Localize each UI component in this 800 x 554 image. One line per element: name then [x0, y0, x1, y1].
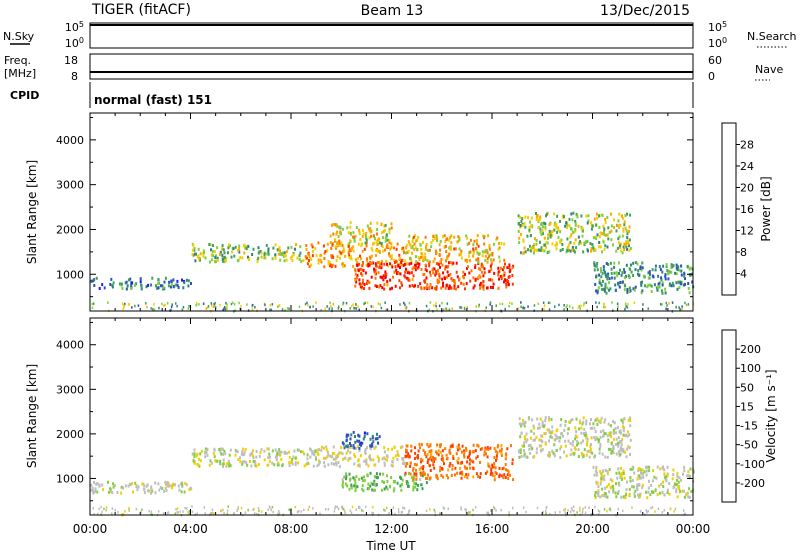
power-echo-region-0: [90, 276, 192, 291]
power-panel: 1000 2000 3000 4000 Slant Range [km]: [25, 112, 695, 313]
power-near-range-speckle: [91, 301, 695, 313]
power-echo-region-4: [354, 260, 515, 291]
nsky-strip: [89, 22, 694, 49]
velocity-panel-frame: [89, 317, 694, 516]
velocity-echo-region-4: [341, 471, 431, 493]
power-ytick-label-3: 4000: [56, 134, 84, 147]
power-colorbar-tick-4: 20: [740, 182, 754, 195]
time-axis-label: Time UT: [365, 539, 416, 553]
power-colorbar-tick-0: 4: [740, 268, 747, 281]
cpid-value: normal (fast) 151: [94, 93, 212, 107]
power-colorbar-tick-3: 16: [740, 203, 754, 216]
freq-label: Freq.: [4, 54, 31, 67]
power-echo-region-7: [593, 261, 695, 295]
freq-tick-top: 18: [64, 54, 78, 67]
power-colorbar: 4 8 12 16 20 24 28 Power [dB]: [721, 122, 773, 296]
velocity-ytick-label-3: 4000: [56, 339, 84, 352]
time-tick-label-0: 00:00: [73, 522, 108, 536]
velocity-y-ticks: 1000 2000 3000 4000: [56, 321, 693, 502]
velocity-echo-region-0: [90, 480, 193, 495]
velocity-colorbar-tick-2: 50: [740, 381, 754, 394]
nave-tick-top: 60: [708, 54, 722, 67]
velocity-ytick-label-2: 3000: [56, 383, 84, 396]
freq-unit: [MHz]: [4, 67, 36, 80]
velocity-echo-region-3: [341, 430, 381, 450]
nsky-tick-top: 105: [65, 20, 84, 35]
time-tick-label-3: 12:00: [374, 522, 409, 536]
radar-title: TIGER (fitACF): [91, 2, 191, 18]
nsearch-tick-bottom: 100: [708, 36, 727, 51]
time-tick-labels: 00:00 04:00 08:00 12:00 16:00 20:00 00:00: [73, 522, 711, 536]
power-colorbar-tick-5: 24: [740, 160, 754, 173]
power-echo-region-3: [329, 221, 393, 246]
velocity-colorbar-tick-1: 100: [740, 362, 761, 375]
time-tick-label-4: 16:00: [475, 522, 510, 536]
nsearch-tick-top: 105: [708, 20, 727, 35]
time-tick-label-6: 00:00: [676, 522, 711, 536]
velocity-colorbar: 200 100 50 15 -15 -50 -100 -200 Velocity [m s⁻¹…: [721, 329, 778, 503]
velocity-panel: 1000 2000 3000 4000 Slant Range [km]: [25, 317, 695, 517]
velocity-ytick-label-0: 1000: [56, 472, 84, 485]
time-tick-label-5: 20:00: [575, 522, 610, 536]
power-echo-region-2: [304, 240, 405, 269]
freq-strip: [89, 53, 694, 80]
velocity-echoes: [90, 416, 695, 517]
velocity-colorbar-tick-0: 200: [740, 343, 761, 356]
velocity-echo-region-5: [404, 442, 514, 482]
date-title: 13/Dec/2015: [600, 3, 690, 19]
nsky-tick-bottom: 100: [65, 36, 84, 51]
power-ytick-label-1: 2000: [56, 223, 84, 236]
power-echoes: [90, 211, 695, 313]
power-ytick-label-0: 1000: [56, 268, 84, 281]
power-colorbar-ticks: 4 8 12 16 20 24 28: [736, 139, 754, 281]
velocity-echo-region-6: [518, 416, 632, 459]
velocity-colorbar-label: Velocity [m s⁻¹]: [764, 369, 778, 462]
nave-tick-bottom: 0: [708, 70, 715, 83]
velocity-echo-region-1: [191, 447, 317, 468]
nsky-label: N.Sky: [3, 30, 35, 43]
velocity-x-ticks: [89, 318, 694, 515]
velocity-ytick-label-1: 2000: [56, 428, 84, 441]
cpid-label: CPID: [10, 89, 39, 102]
nsearch-label: N.Search: [747, 30, 797, 43]
velocity-echo-region-7: [592, 465, 695, 500]
power-colorbar-tick-2: 12: [740, 225, 754, 238]
power-colorbar-tick-1: 8: [740, 246, 747, 259]
power-colorbar-frame: [721, 122, 737, 296]
power-ytick-label-2: 3000: [56, 179, 84, 192]
velocity-colorbar-ticks: 200 100 50 15 -15 -50 -100 -200: [736, 343, 765, 490]
nave-label: Nave: [755, 63, 783, 76]
velocity-colorbar-tick-4: -15: [740, 420, 758, 433]
freq-tick-bottom: 8: [71, 70, 78, 83]
power-echo-region-6: [517, 211, 632, 255]
beam-title: Beam 13: [361, 3, 424, 19]
power-colorbar-label: Power [dB]: [759, 176, 773, 241]
velocity-colorbar-tick-7: -200: [740, 477, 765, 490]
power-echo-region-1: [191, 242, 305, 264]
velocity-colorbar-tick-6: -100: [740, 458, 765, 471]
time-tick-label-1: 04:00: [173, 522, 208, 536]
power-y-ticks: 1000 2000 3000 4000: [56, 116, 693, 298]
power-echo-region-5: [404, 234, 506, 264]
velocity-colorbar-tick-5: -50: [740, 439, 758, 452]
power-colorbar-tick-6: 28: [740, 139, 754, 152]
velocity-colorbar-frame: [721, 329, 737, 503]
power-ylabel: Slant Range [km]: [25, 160, 39, 264]
velocity-colorbar-tick-3: 15: [740, 400, 754, 413]
velocity-ylabel: Slant Range [km]: [25, 364, 39, 468]
time-tick-label-2: 08:00: [274, 522, 309, 536]
velocity-echo-region-2: [316, 445, 406, 469]
power-x-ticks: [89, 113, 694, 311]
